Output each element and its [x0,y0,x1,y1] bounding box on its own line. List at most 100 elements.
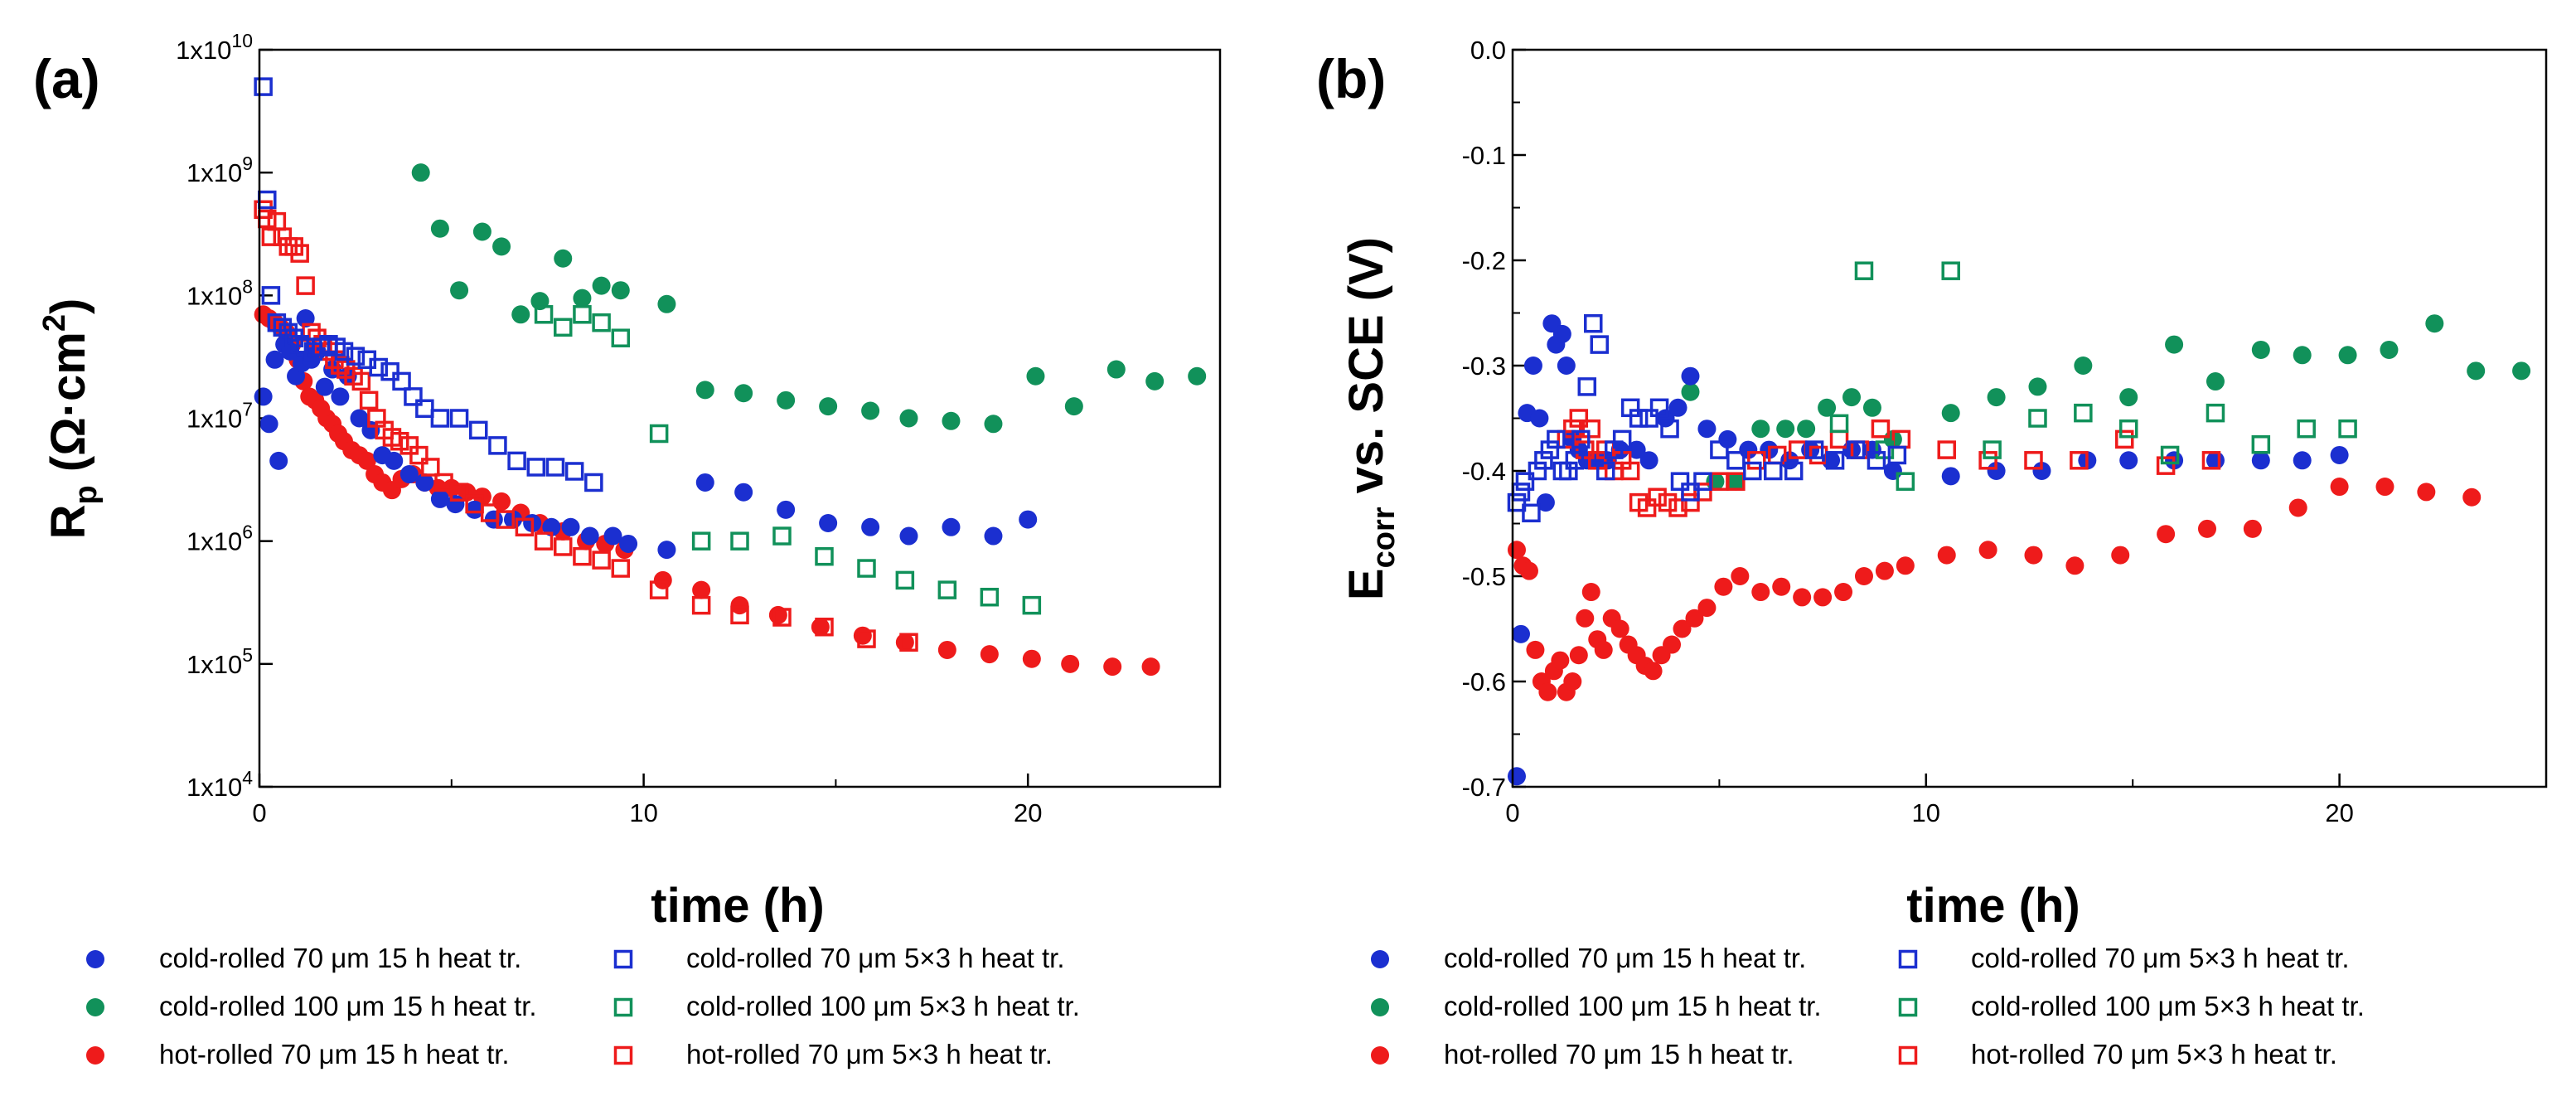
data-point-square [1576,440,1595,459]
data-point-circle [853,626,872,645]
series-1 [254,77,603,492]
y-tick-label: 1x104 [186,767,253,802]
series-4 [1507,478,2482,701]
data-point-square [1577,377,1597,396]
data-point-square [254,77,273,96]
data-point-circle [1941,404,1960,423]
data-point-circle [1523,356,1542,375]
data-point-square [573,546,592,566]
data-point-square [2297,419,2316,439]
data-point-square [1693,483,1712,502]
y-tick-label: 1x106 [186,521,253,556]
legend-circle-marker [86,998,104,1016]
data-point-circle [942,517,961,536]
data-point-circle [2330,445,2349,464]
data-point-circle [942,411,961,430]
data-point-circle [573,289,592,308]
data-point-square [1584,313,1603,333]
y-tick-label: -0.4 [1462,457,1506,486]
panel-a: (a) 0 10 20 1x104 1x105 1x106 1x107 1x108 1x109 1… [33,30,1222,933]
data-point-circle [2425,314,2444,333]
data-point-square [1534,451,1553,470]
data-point-circle [350,409,369,428]
data-point-circle [1731,567,1750,585]
data-point-square [1867,451,1886,470]
data-point-circle [411,163,430,182]
data-point-circle [254,387,273,406]
data-point-circle [2380,340,2399,359]
data-point-square [573,305,592,324]
data-point-circle [984,415,1003,434]
data-point-circle [2288,498,2307,517]
data-point-circle [465,500,484,519]
data-point-circle [2251,340,2270,359]
data-point-circle [2375,478,2394,497]
data-point-square [772,608,792,627]
data-point-square [1896,472,1915,491]
data-point-square [2201,451,2221,470]
data-point-square [409,445,429,465]
data-point-square [730,531,749,550]
data-point-square [1581,419,1601,439]
data-point-circle [1507,541,1526,560]
data-point-circle [730,596,749,615]
series-2 [1681,314,2531,491]
data-point-circle [1706,472,1725,491]
data-point-circle [1854,567,1873,585]
data-point-square [1887,445,1907,465]
y-tick-label: 1x108 [186,275,253,310]
data-point-square [2024,451,2043,470]
data-point-square [290,244,309,263]
data-point-square [1937,440,1956,459]
data-point-square [1507,492,1527,512]
data-point-circle [653,570,672,589]
data-point-circle [980,645,999,664]
data-point-square [1590,335,1609,354]
data-point-circle [1639,451,1658,470]
legend-item: cold-rolled 70 μm 5×3 h heat tr. [613,943,1065,973]
data-point-circle [1610,619,1629,638]
data-point-circle [1776,420,1795,439]
data-point-circle [1563,672,1582,691]
data-point-square [2028,409,2047,428]
data-point-circle [2293,451,2312,470]
legend-label: hot-rolled 70 μm 15 h heat tr. [1444,1039,1794,1069]
data-point-square [553,318,573,337]
data-point-square [434,473,453,492]
x-tick-label: 20 [2325,798,2353,827]
x-tick-label: 10 [1912,798,1940,827]
data-point-square [1022,595,1042,615]
series-0 [254,309,1038,560]
data-point-circle [1673,619,1692,638]
data-point-circle [1681,366,1700,386]
data-point-square [1511,483,1531,502]
data-point-circle [2512,361,2531,381]
series-2 [411,163,1207,434]
data-point-circle [1797,420,1816,439]
data-point-circle [1937,546,1956,565]
data-point-circle [561,517,580,536]
data-point-square [2114,429,2134,449]
panel-a-ticks: 0 10 20 1x104 1x105 1x106 1x107 1x108 1x109 1x101… [176,30,1042,827]
data-point-square [258,190,277,210]
legend-square-marker [1898,997,1918,1017]
data-point-circle [1834,583,1853,602]
data-point-circle [2417,483,2436,502]
y-tick-label: -0.2 [1462,246,1506,275]
data-point-square [526,458,546,477]
data-point-square [1515,472,1535,491]
data-point-square [815,617,834,637]
data-point-square [2160,445,2180,465]
data-point-square [2118,419,2138,439]
data-point-square [346,347,366,366]
data-point-square [1547,429,1566,449]
series-3 [1829,261,2357,491]
data-point-circle [472,222,491,241]
data-point-circle [385,451,404,470]
data-point-square [611,559,631,578]
data-point-square [1670,472,1690,491]
data-point-square [1660,419,1679,439]
data-point-circle [1987,462,2006,480]
data-point-square [2338,419,2357,439]
data-point-circle [430,219,449,238]
